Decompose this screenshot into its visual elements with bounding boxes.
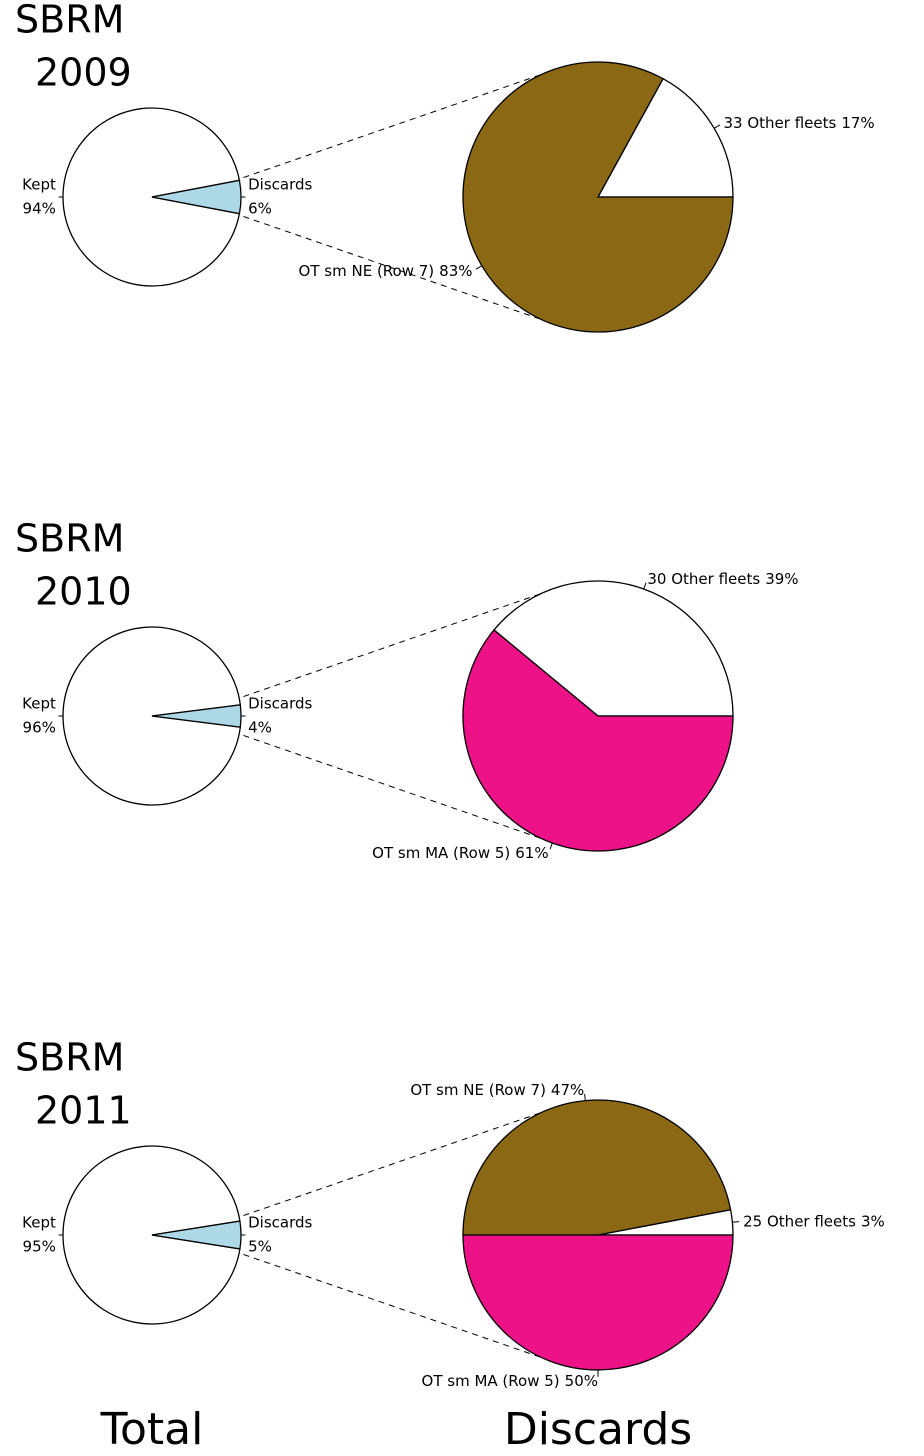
connector xyxy=(243,1253,542,1358)
slice-value-label: 95% xyxy=(23,1238,56,1256)
slice-category: OT sm NE (Row 7) xyxy=(299,262,435,280)
slice-label: OT sm MA (Row 5) 61% xyxy=(372,844,548,862)
slice-value-label: 47% xyxy=(551,1080,584,1098)
label-tick xyxy=(549,842,553,850)
slice-value-label: 39% xyxy=(765,569,798,587)
slice-category: 25 Other fleets xyxy=(743,1212,856,1230)
slice-value-label: 61% xyxy=(515,844,548,862)
label-tick xyxy=(643,582,647,590)
pie-slice xyxy=(151,704,242,728)
footer-right: Discards xyxy=(504,1404,692,1455)
slice-category: OT sm MA (Row 5) xyxy=(372,844,510,862)
pie-slice xyxy=(151,179,242,215)
slice-value-label: 4% xyxy=(248,719,272,737)
pie-slice xyxy=(462,61,734,333)
slice-value-label: 3% xyxy=(861,1212,885,1230)
slice-label: Kept xyxy=(22,695,56,713)
slice-value-label: 96% xyxy=(23,719,56,737)
pie-slice xyxy=(462,1234,734,1371)
label-tick xyxy=(475,265,483,270)
slice-label: Discards xyxy=(248,695,312,713)
panel-title: SBRM xyxy=(15,517,124,561)
slice-category: 30 Other fleets xyxy=(647,569,760,587)
slice-value-label: 6% xyxy=(248,200,272,218)
slice-label: Discards xyxy=(248,176,312,194)
footer-left: Total xyxy=(100,1404,204,1455)
slice-value-label: 17% xyxy=(841,113,874,131)
label-tick xyxy=(732,1221,740,1223)
slice-label: OT sm NE (Row 7) 47% xyxy=(410,1080,584,1098)
slice-label: OT sm MA (Row 5) 50% xyxy=(422,1371,598,1389)
slice-label: OT sm NE (Row 7) 83% xyxy=(299,262,473,280)
slice-category: 33 Other fleets xyxy=(723,113,836,131)
slice-label: Kept xyxy=(22,176,56,194)
slice-value-label: 5% xyxy=(248,1238,272,1256)
slice-label: Kept xyxy=(22,1214,56,1232)
label-tick xyxy=(584,1093,586,1101)
panel-title: SBRM xyxy=(15,1036,124,1080)
pie-slice xyxy=(462,1099,732,1236)
pie-slice xyxy=(493,580,734,717)
connector xyxy=(243,1112,542,1217)
panel-subtitle: 2011 xyxy=(35,1089,132,1133)
slice-category: OT sm NE (Row 7) xyxy=(410,1080,546,1098)
slice-value-label: 94% xyxy=(23,200,56,218)
slice-category: OT sm MA (Row 5) xyxy=(422,1371,560,1389)
pie-slice xyxy=(62,626,242,806)
pie-slice xyxy=(62,107,241,287)
panel-subtitle: 2009 xyxy=(35,51,132,95)
slice-label: Discards xyxy=(248,1214,312,1232)
slice-label: 30 Other fleets 39% xyxy=(647,569,798,587)
label-tick xyxy=(713,124,721,129)
slice-value-label: 83% xyxy=(439,262,472,280)
panel-title: SBRM xyxy=(15,0,124,42)
slice-label: 25 Other fleets 3% xyxy=(743,1212,885,1230)
slice-label: 33 Other fleets 17% xyxy=(723,113,874,131)
slice-value-label: 50% xyxy=(565,1371,598,1389)
pie-slice xyxy=(596,77,734,198)
pie-slice xyxy=(151,1220,242,1250)
connector xyxy=(243,74,542,179)
connector xyxy=(243,734,542,839)
connector xyxy=(243,215,542,320)
connector xyxy=(243,593,542,698)
panel-subtitle: 2010 xyxy=(35,570,132,614)
